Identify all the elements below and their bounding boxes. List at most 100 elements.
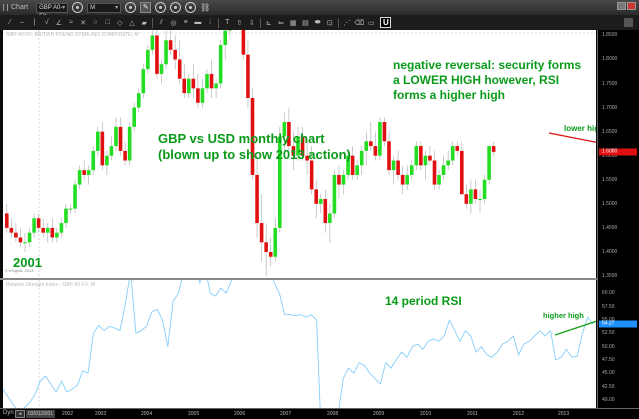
arrow-shape-tool-icon[interactable]: ▰ bbox=[141, 19, 147, 27]
horizontal-line-tool-icon[interactable]: – bbox=[20, 19, 25, 26]
candle bbox=[177, 40, 182, 84]
candle bbox=[118, 117, 123, 156]
candle bbox=[114, 117, 118, 151]
circle-tool-icon[interactable]: ◎ bbox=[170, 19, 177, 27]
pattern-tool-icon[interactable]: ⊾ bbox=[265, 19, 272, 27]
window-title-text: Chart bbox=[11, 4, 29, 11]
candle bbox=[469, 179, 473, 214]
text-tool-icon[interactable]: T bbox=[225, 19, 230, 26]
cycle-tool-icon[interactable]: ⁞ bbox=[209, 19, 212, 26]
grip-icon[interactable] bbox=[3, 4, 8, 11]
box-tool-icon[interactable]: ⊡ bbox=[326, 19, 333, 27]
rsi-pane[interactable]: Relative Strength Index - GBP A0-FX, M 1… bbox=[3, 280, 596, 408]
brush-tool-icon[interactable]: ◇ bbox=[117, 19, 123, 27]
triangle-tool-icon[interactable]: △ bbox=[129, 19, 135, 27]
main-title-annotation: GBP vs USD monthly chart (blown up to sh… bbox=[158, 131, 351, 163]
reversal-line2: a LOWER HIGH however, RSI bbox=[393, 73, 560, 87]
zoom-out-icon[interactable] bbox=[155, 2, 167, 13]
time-scale-button[interactable]: ◂ bbox=[15, 410, 25, 418]
oval-tool-icon[interactable]: ⬬ bbox=[314, 18, 321, 26]
title-bar: Chart GBP A0-FX M ✎ ⛓ bbox=[0, 0, 639, 20]
marker-up-tool-icon[interactable]: ⇧ bbox=[236, 19, 243, 27]
price-pane-header: GBP A0-FX, BRITISH POUND STERLING COMPOS… bbox=[6, 32, 139, 38]
price-axis-label: 1.7500 bbox=[602, 80, 618, 87]
price-axis-label: 1.6500 bbox=[602, 128, 618, 135]
candle bbox=[318, 194, 323, 214]
rsi-axis[interactable]: 60.00 57.50 55.00 52.50 50.00 47.50 45.00 42.50… bbox=[597, 280, 639, 408]
vertical-line-tool-icon[interactable]: | bbox=[33, 19, 36, 26]
candle bbox=[218, 40, 223, 89]
rectangle-tool-icon[interactable]: □ bbox=[105, 19, 110, 26]
candle bbox=[268, 237, 273, 267]
symbol-settings-icon[interactable] bbox=[72, 2, 84, 13]
candle bbox=[55, 227, 59, 243]
fib-lines-tool-icon[interactable]: ≡ bbox=[183, 19, 188, 26]
pitchfork-tool-icon[interactable]: ≈ bbox=[69, 19, 73, 26]
candle bbox=[464, 184, 469, 209]
candle bbox=[100, 122, 105, 171]
candle bbox=[346, 150, 350, 180]
pane-divider[interactable] bbox=[0, 278, 597, 280]
note-tool-icon[interactable]: ▭ bbox=[368, 19, 375, 27]
bars-tool-icon[interactable]: ▬ bbox=[194, 19, 202, 26]
interval-select[interactable]: M bbox=[87, 2, 122, 13]
candle bbox=[205, 69, 209, 94]
candle bbox=[369, 122, 373, 151]
price-axis[interactable]: 1.8500 1.8000 1.7500 1.7000 1.6500 1.6000 1.55… bbox=[597, 30, 639, 280]
panel-toggle-button[interactable] bbox=[624, 18, 633, 27]
price-axis-label: 1.4500 bbox=[602, 224, 618, 231]
fib-tool-icon[interactable]: ∠ bbox=[55, 19, 62, 27]
reversal-annotation: negative reversal: security forms a LOWE… bbox=[393, 58, 581, 103]
candle bbox=[5, 203, 9, 233]
zoom-reset-icon[interactable] bbox=[185, 2, 197, 13]
candle bbox=[414, 141, 419, 171]
close-button[interactable] bbox=[627, 2, 636, 10]
arrow-tool-icon[interactable]: ⇐ bbox=[278, 19, 284, 27]
cursor-date-label: 03/01/2001 bbox=[26, 410, 56, 418]
price-pane[interactable]: GBP A0-FX, BRITISH POUND STERLING COMPOS… bbox=[3, 30, 596, 278]
symbol-input[interactable]: GBP A0-FX bbox=[36, 2, 69, 20]
candle bbox=[45, 223, 50, 243]
marker-down-tool-icon[interactable]: ⇩ bbox=[248, 19, 255, 27]
gann-tool-icon[interactable]: ✕ bbox=[80, 19, 87, 27]
grid-tool-icon[interactable]: ▦ bbox=[289, 19, 297, 27]
channel-tool-icon[interactable]: ⫽ bbox=[159, 18, 163, 26]
time-axis-label: 2009 bbox=[373, 411, 385, 417]
line-tool-icon[interactable]: ⁄ bbox=[9, 19, 11, 26]
time-axis-label: 2004 bbox=[141, 411, 153, 417]
price-axis-label: 1.5000 bbox=[602, 200, 618, 207]
rsi-axis-label: 60.00 bbox=[602, 290, 615, 297]
rsi-line-chart bbox=[3, 280, 596, 408]
candle bbox=[50, 218, 55, 243]
table-tool-icon[interactable]: ▤ bbox=[302, 19, 309, 27]
candle bbox=[487, 146, 491, 185]
rsi-axis-label: 40.00 bbox=[602, 397, 615, 403]
eraser-tool-icon[interactable]: ⌫ bbox=[354, 19, 365, 27]
restore-button[interactable] bbox=[617, 2, 626, 10]
time-axis-label: 2011 bbox=[467, 411, 478, 417]
candle bbox=[264, 223, 268, 276]
candle bbox=[214, 78, 218, 98]
main-title-line1: GBP vs USD monthly chart bbox=[158, 131, 325, 146]
polyline-tool-icon[interactable]: √ bbox=[44, 19, 49, 26]
candle bbox=[446, 150, 450, 171]
rsi-line bbox=[3, 280, 594, 408]
candle bbox=[405, 165, 409, 190]
zoom-in-icon[interactable] bbox=[170, 2, 182, 13]
candle bbox=[359, 146, 364, 175]
link-icon[interactable]: ⛓ bbox=[200, 3, 211, 12]
pencil-icon[interactable]: ✎ bbox=[140, 2, 152, 13]
candle bbox=[27, 227, 32, 248]
candle bbox=[296, 126, 300, 161]
elliott-tool-icon[interactable]: ⋰ bbox=[343, 19, 351, 27]
u-button[interactable]: U bbox=[380, 17, 392, 28]
ellipse-tool-icon[interactable]: ○ bbox=[93, 19, 98, 26]
reversal-line1: negative reversal: security forms bbox=[393, 58, 582, 72]
candle bbox=[23, 232, 27, 252]
clock-icon[interactable] bbox=[125, 2, 137, 13]
candle bbox=[32, 213, 36, 238]
time-axis[interactable]: Dyn ◂ 03/01/2001 2002 2003 2004 2005 2006 200… bbox=[0, 408, 639, 419]
candle bbox=[187, 73, 191, 98]
candle bbox=[150, 30, 155, 55]
